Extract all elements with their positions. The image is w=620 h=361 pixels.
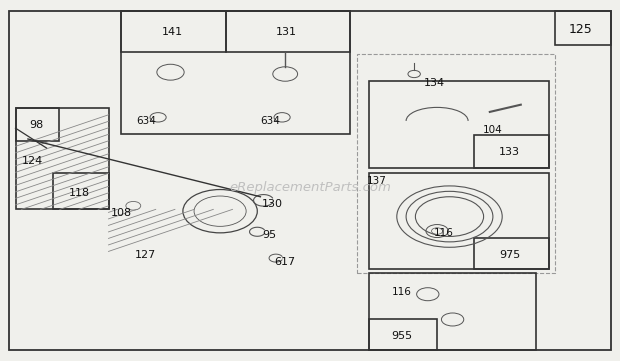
- Bar: [474, 238, 549, 269]
- Text: 125: 125: [569, 23, 593, 36]
- Text: 955: 955: [391, 331, 412, 341]
- Text: eReplacementParts.com: eReplacementParts.com: [229, 181, 391, 194]
- Bar: [16, 108, 59, 141]
- Text: 124: 124: [22, 156, 43, 166]
- Bar: [226, 11, 350, 52]
- Text: 108: 108: [110, 208, 131, 218]
- Bar: [53, 173, 108, 209]
- Bar: [356, 54, 555, 273]
- Text: 98: 98: [29, 119, 43, 130]
- Text: 116: 116: [392, 287, 412, 297]
- Text: 127: 127: [135, 249, 156, 260]
- Bar: [474, 135, 549, 168]
- Bar: [369, 319, 437, 350]
- Bar: [369, 273, 536, 350]
- Text: 95: 95: [263, 230, 277, 240]
- Bar: [16, 108, 108, 209]
- Text: 130: 130: [262, 199, 283, 209]
- Text: 133: 133: [499, 147, 520, 157]
- Bar: [555, 11, 611, 45]
- Bar: [369, 173, 549, 269]
- Bar: [121, 11, 226, 52]
- Text: 617: 617: [275, 257, 296, 267]
- Text: 134: 134: [423, 78, 445, 88]
- Text: 116: 116: [433, 228, 453, 238]
- Text: 634: 634: [136, 116, 156, 126]
- Text: 118: 118: [69, 188, 90, 198]
- Text: 141: 141: [162, 27, 183, 37]
- Text: 975: 975: [499, 249, 520, 260]
- Text: 634: 634: [260, 116, 280, 126]
- Text: 137: 137: [367, 176, 387, 186]
- Text: 131: 131: [276, 27, 297, 37]
- Bar: [369, 81, 549, 168]
- Text: 104: 104: [483, 125, 503, 135]
- Bar: [121, 11, 350, 134]
